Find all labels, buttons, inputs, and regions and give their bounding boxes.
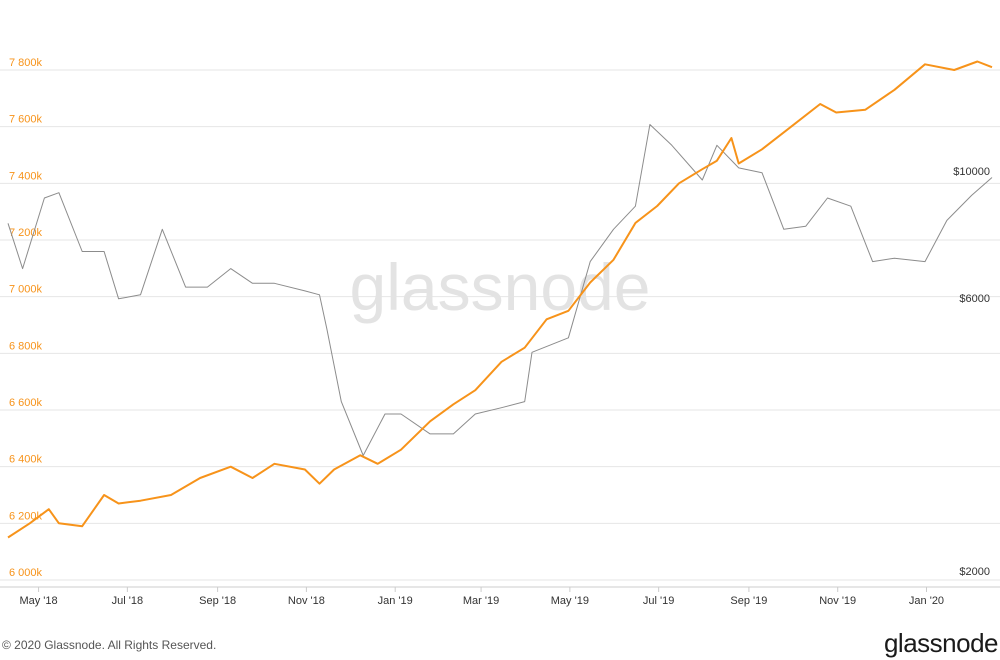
x-tick-label: Jul '18 <box>112 595 143 607</box>
y-left-tick-label: 6 600k <box>9 397 43 409</box>
copyright-text: © 2020 Glassnode. All Rights Reserved. <box>2 638 217 652</box>
x-tick-label: Sep '19 <box>730 595 767 607</box>
brand-logo: glassnode <box>883 628 999 658</box>
grid-lines <box>0 69 1000 581</box>
x-axis: May '18 Jul '18 Sep '18 Nov '18 Jan '19 Mar '… <box>19 587 944 607</box>
x-tick-label: Nov '18 <box>288 595 325 607</box>
series-group <box>7 60 993 539</box>
y-left-tick-label: 7 400k <box>9 170 43 182</box>
x-tick-label: Nov '19 <box>819 595 856 607</box>
watermark: glassnode <box>350 250 651 324</box>
x-tick-label: Mar '19 <box>463 595 499 607</box>
x-tick-label: May '19 <box>551 595 589 607</box>
series-line-primary <box>7 60 993 539</box>
y-right-tick-label: $10000 <box>953 166 990 178</box>
y-left-tick-label: 7 600k <box>9 114 43 126</box>
x-tick-label: Jul '19 <box>643 595 674 607</box>
x-tick-label: May '18 <box>19 595 57 607</box>
y-right-tick-label: $2000 <box>959 566 990 578</box>
y-left-tick-label: 6 800k <box>9 340 43 352</box>
y-right-tick-label: $6000 <box>959 293 990 305</box>
series-line-price <box>7 124 993 456</box>
x-tick-label: Jan '19 <box>378 595 413 607</box>
right-axis: $2000 $6000 $10000 <box>953 166 990 578</box>
y-left-tick-label: 6 200k <box>9 510 43 522</box>
y-left-tick-label: 7 200k <box>9 227 43 239</box>
y-left-tick-label: 6 000k <box>9 567 43 579</box>
x-tick-label: Jan '20 <box>909 595 944 607</box>
y-left-tick-label: 6 400k <box>9 454 43 466</box>
y-left-tick-label: 7 000k <box>9 284 43 296</box>
left-axis: 6 000k 6 200k 6 400k 6 600k 6 800k 7 000k 7 20… <box>9 57 43 579</box>
y-left-tick-label: 7 800k <box>9 57 43 69</box>
x-tick-label: Sep '18 <box>199 595 236 607</box>
